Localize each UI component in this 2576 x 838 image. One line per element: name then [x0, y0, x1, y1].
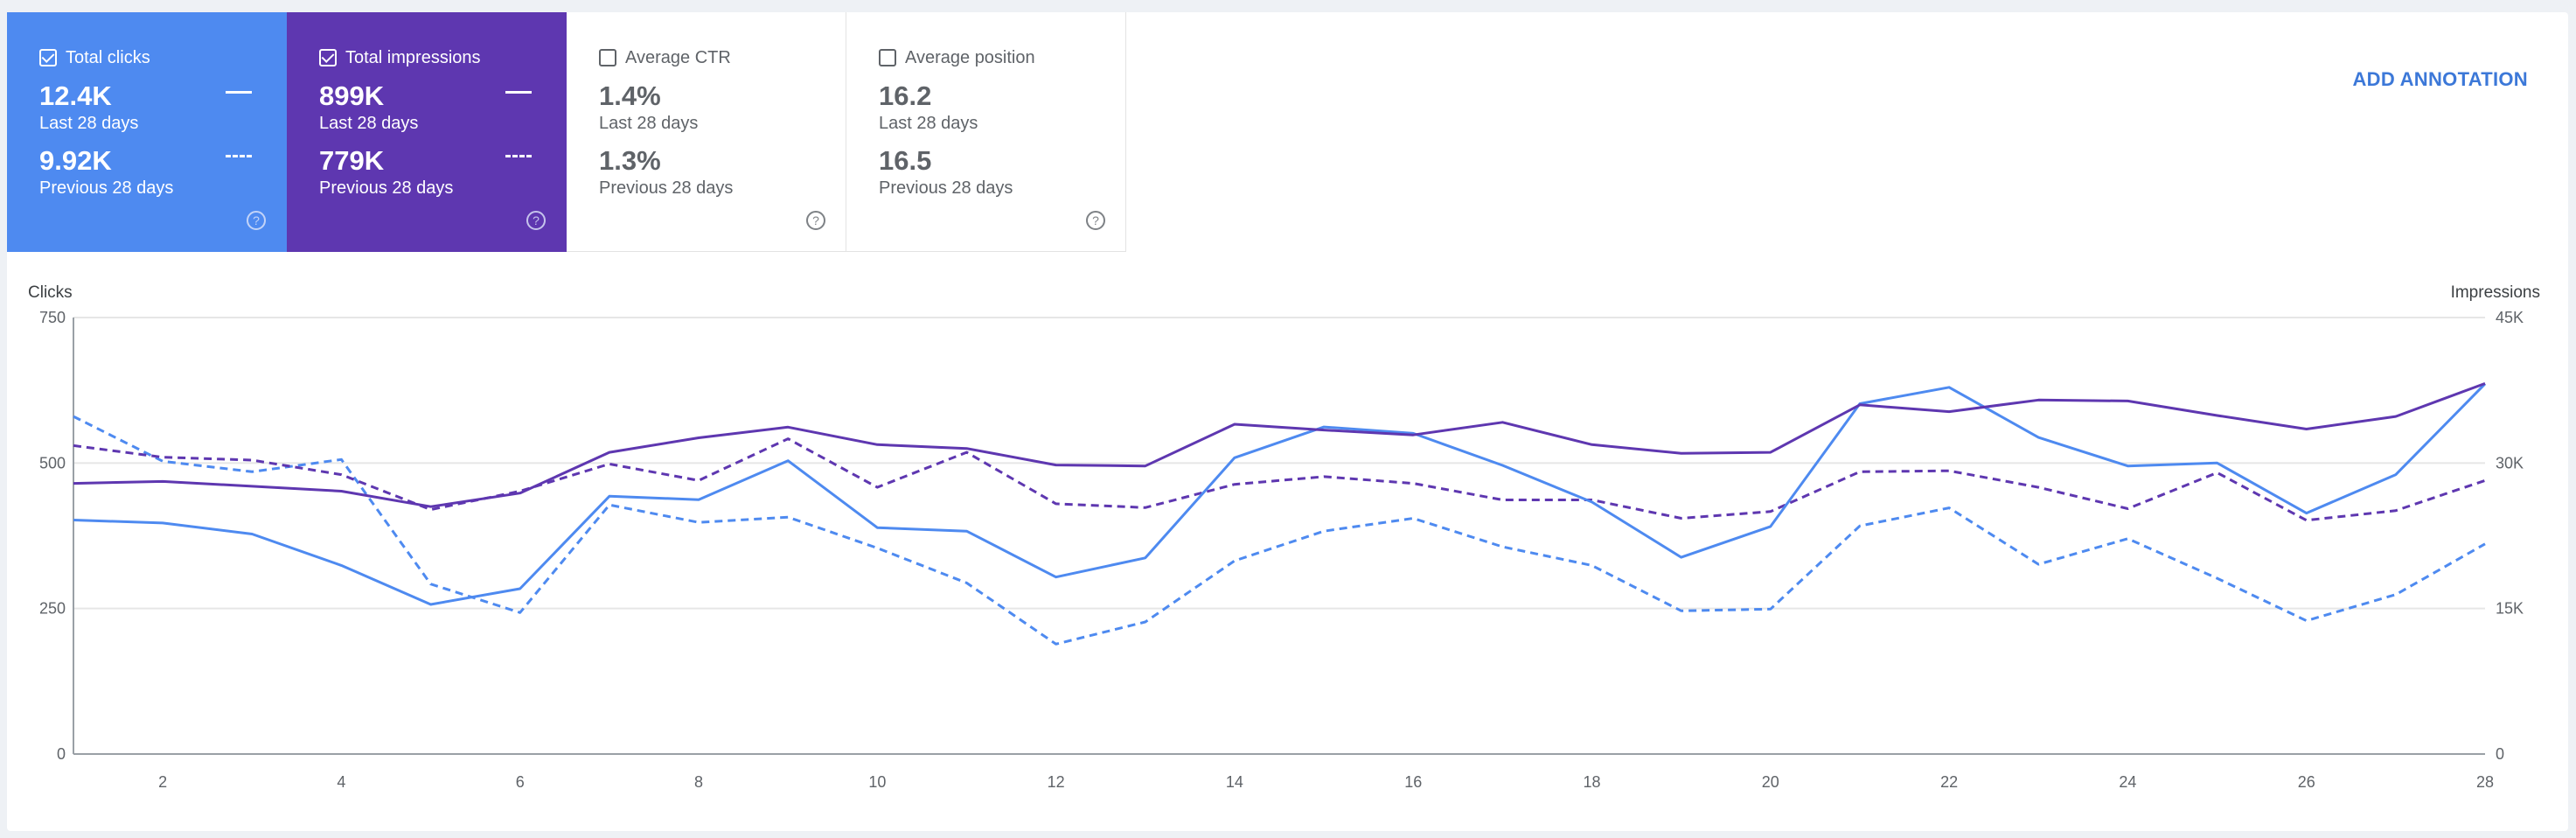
y-right-tick-label: 45K	[2496, 309, 2524, 326]
checkbox-checked-icon[interactable]	[39, 49, 57, 66]
legend-solid-line-icon	[505, 91, 532, 94]
help-circle-icon[interactable]: ?	[1086, 211, 1105, 230]
checkbox-unchecked-icon[interactable]	[599, 49, 616, 66]
metric-card-average-ctr[interactable]: Average CTR 1.4% Last 28 days 1.3% Previ…	[567, 12, 846, 252]
card-value-current: 16.2	[879, 80, 932, 111]
card-title: Average position	[905, 47, 1035, 67]
x-tick-label: 2	[158, 773, 167, 791]
card-value-previous: 779K	[319, 145, 385, 176]
card-period-current: Last 28 days	[879, 114, 978, 133]
x-tick-label: 16	[1404, 773, 1422, 791]
card-period-previous: Previous 28 days	[319, 178, 454, 198]
clicks-current-series-line	[73, 382, 2487, 606]
card-value-previous: 16.5	[879, 145, 932, 176]
y-left-tick-label: 750	[39, 309, 66, 326]
y-axis-right-title: Impressions	[2450, 283, 2540, 302]
x-tick-label: 22	[1940, 773, 1958, 791]
y-left-tick-label: 250	[39, 600, 66, 618]
y-axis-left-title: Clicks	[28, 283, 73, 302]
card-value-previous: 1.3%	[599, 145, 661, 176]
card-period-previous: Previous 28 days	[39, 178, 174, 198]
help-circle-icon[interactable]: ?	[526, 211, 546, 230]
checkbox-checked-icon[interactable]	[319, 49, 337, 66]
legend-dashed-line-icon	[226, 155, 252, 157]
metric-card-average-position[interactable]: Average position 16.2 Last 28 days 16.5 …	[846, 12, 1126, 252]
card-period-current: Last 28 days	[319, 114, 419, 133]
card-header: Total impressions	[319, 45, 481, 70]
card-value-current: 12.4K	[39, 80, 112, 111]
add-annotation-button[interactable]: ADD ANNOTATION	[2352, 68, 2528, 90]
card-period-previous: Previous 28 days	[879, 178, 1013, 198]
impressions-previous-series-line	[73, 437, 2486, 522]
legend-dashed-line-icon	[505, 155, 532, 157]
card-value-current: 1.4%	[599, 80, 661, 111]
y-right-tick-label: 30K	[2496, 454, 2524, 471]
x-tick-label: 10	[868, 773, 886, 791]
x-tick-label: 24	[2119, 773, 2136, 791]
y-right-tick-label: 0	[2496, 745, 2504, 763]
x-tick-label: 8	[694, 773, 703, 791]
card-period-previous: Previous 28 days	[599, 178, 734, 198]
card-period-current: Last 28 days	[599, 114, 699, 133]
card-header: Average position	[879, 45, 1035, 70]
card-title: Total clicks	[66, 47, 150, 67]
x-tick-label: 26	[2298, 773, 2315, 791]
x-tick-label: 4	[337, 773, 345, 791]
metric-card-total-clicks[interactable]: Total clicks 12.4K Last 28 days 9.92K Pr…	[7, 12, 287, 252]
card-title: Average CTR	[625, 47, 731, 67]
card-header: Average CTR	[599, 45, 731, 70]
metric-card-total-impressions[interactable]: Total impressions 899K Last 28 days 779K…	[287, 12, 567, 252]
card-title: Total impressions	[345, 47, 481, 67]
impressions-current-series-line	[73, 381, 2486, 508]
y-left-tick-label: 0	[57, 745, 66, 763]
y-right-tick-label: 15K	[2496, 600, 2524, 618]
x-tick-label: 28	[2476, 773, 2494, 791]
card-value-previous: 9.92K	[39, 145, 112, 176]
x-tick-label: 14	[1226, 773, 1243, 791]
x-tick-label: 12	[1048, 773, 1065, 791]
card-period-current: Last 28 days	[39, 114, 139, 133]
metric-cards: Total clicks 12.4K Last 28 days 9.92K Pr…	[7, 12, 1126, 252]
card-header: Total clicks	[39, 45, 150, 70]
card-value-current: 899K	[319, 80, 385, 111]
x-tick-label: 18	[1584, 773, 1601, 791]
checkbox-unchecked-icon[interactable]	[879, 49, 896, 66]
y-left-tick-label: 500	[39, 454, 66, 471]
x-tick-label: 20	[1762, 773, 1779, 791]
performance-panel: Total clicks 12.4K Last 28 days 9.92K Pr…	[7, 12, 2568, 831]
x-tick-label: 6	[516, 773, 525, 791]
help-circle-icon[interactable]: ?	[247, 211, 266, 230]
legend-solid-line-icon	[226, 91, 252, 94]
help-circle-icon[interactable]: ?	[806, 211, 825, 230]
clicks-previous-series-line	[73, 415, 2486, 646]
